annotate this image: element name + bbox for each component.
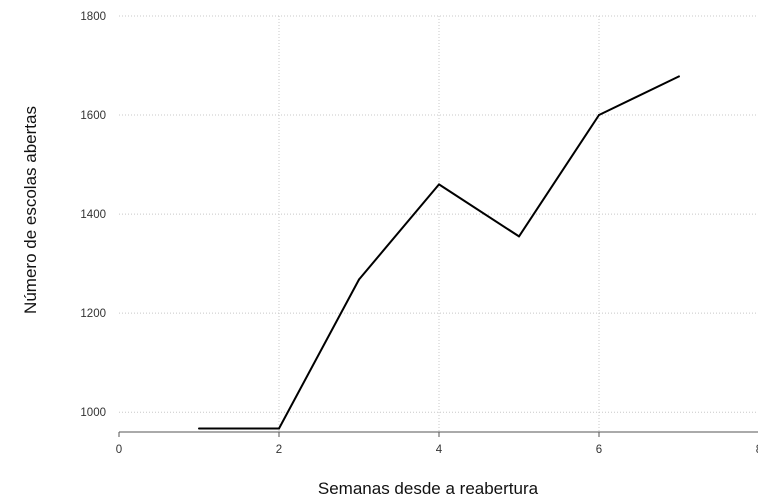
data-point-1 [198,427,200,430]
tick-labels: 1000 1200 1400 1600 1800 0 2 4 6 8 [80,11,758,456]
x-tick-label-2: 2 [276,444,282,456]
data-point-5 [518,235,520,238]
x-tick-label-6: 6 [596,444,602,456]
y-tick-label-1200: 1200 [80,308,106,320]
x-tick-label-0: 0 [116,444,122,456]
axes [118,431,758,437]
x-tick-label-8: 8 [756,444,758,456]
y-tick-label-1600: 1600 [80,110,106,122]
data-point-4 [438,183,440,186]
data-point-7 [678,75,680,78]
y-axis-title: Número de escolas abertas [21,106,40,314]
data-point-3 [358,278,360,281]
y-tick-label-1800: 1800 [80,11,106,23]
grid-lines [119,15,758,432]
y-tick-label-1000: 1000 [80,407,106,419]
x-axis-title: Semanas desde a reabertura [318,479,539,498]
x-tick-label-4: 4 [436,444,443,456]
data-point-2 [278,427,280,430]
series-layer [198,75,680,430]
y-tick-label-1400: 1400 [80,209,106,221]
data-point-6 [598,114,600,117]
